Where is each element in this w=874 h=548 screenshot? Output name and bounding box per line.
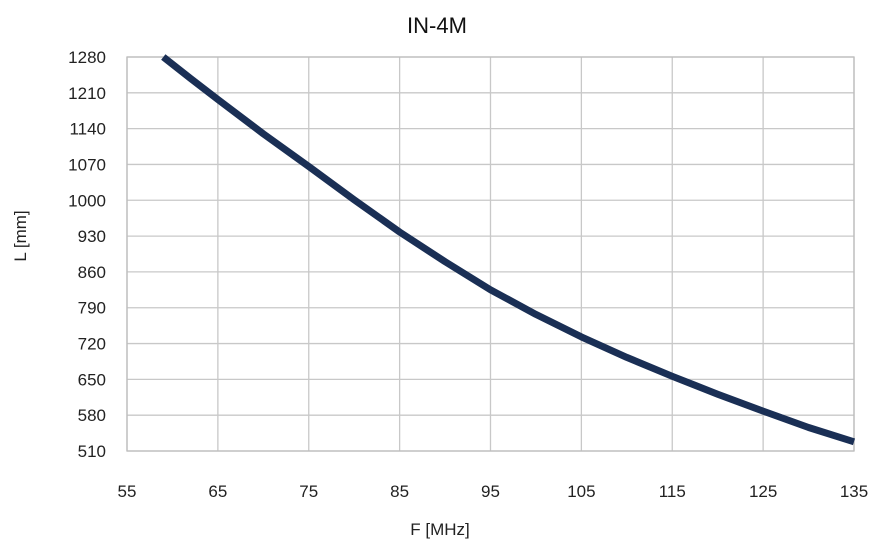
- chart-title: IN-4M: [407, 13, 467, 38]
- y-tick-label: 790: [78, 299, 106, 318]
- y-tick-label: 1070: [68, 155, 106, 174]
- series-layer: [161, 54, 856, 446]
- x-tick-label: 135: [840, 482, 868, 501]
- y-axis-title: L [mm]: [11, 210, 30, 261]
- x-tick-label: 105: [567, 482, 595, 501]
- y-tick-label: 510: [78, 442, 106, 461]
- y-tick-label: 720: [78, 335, 106, 354]
- y-tick-label: 650: [78, 370, 106, 389]
- x-axis-title: F [MHz]: [410, 520, 470, 539]
- y-tick-label: 860: [78, 263, 106, 282]
- x-tick-label: 75: [299, 482, 318, 501]
- y-tick-label: 1000: [68, 191, 106, 210]
- x-tick-label: 95: [481, 482, 500, 501]
- y-tick-label: 1140: [69, 120, 106, 139]
- y-tick-label: 1210: [68, 84, 106, 103]
- x-tick-label: 65: [208, 482, 227, 501]
- plot-area-frame: [126, 56, 855, 452]
- grid: [126, 56, 855, 452]
- y-tick-label: 1280: [68, 48, 106, 67]
- axis-ticks: 55 65 75 85 95 105 115 125 135 510 580 650 720 790 860…: [68, 48, 868, 501]
- x-tick-label: 115: [659, 482, 686, 501]
- series-line: [161, 54, 856, 446]
- x-tick-label: 125: [749, 482, 777, 501]
- y-tick-label: 580: [78, 406, 106, 425]
- x-tick-label: 55: [118, 482, 137, 501]
- x-tick-label: 85: [390, 482, 409, 501]
- y-tick-label: 930: [78, 227, 106, 246]
